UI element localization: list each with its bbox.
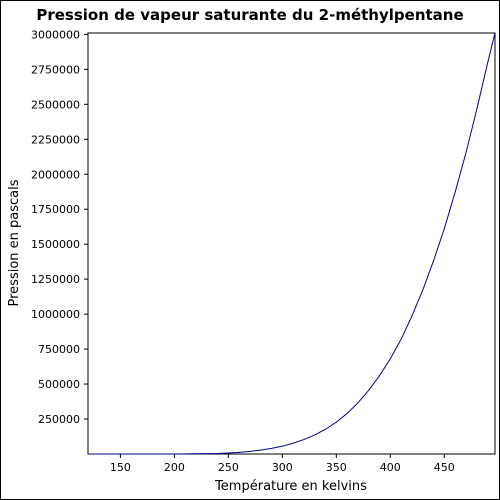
y-axis: 250000 500000 750000 1000000 1250000 1500000 1… bbox=[31, 28, 88, 426]
y-tick-label: 2500000 bbox=[31, 98, 80, 111]
x-tick-label: 250 bbox=[218, 461, 239, 474]
x-tick-label: 200 bbox=[164, 461, 185, 474]
x-tick-label: 300 bbox=[272, 461, 293, 474]
x-tick-label: 400 bbox=[380, 461, 401, 474]
y-tick-label: 1250000 bbox=[31, 273, 80, 286]
y-tick-label: 2000000 bbox=[31, 168, 80, 181]
y-tick-label: 500000 bbox=[38, 378, 80, 391]
plot-area bbox=[87, 32, 496, 455]
series-line bbox=[88, 32, 496, 455]
y-axis-label: Pression en pascals bbox=[7, 179, 22, 306]
y-tick-label: 3000000 bbox=[31, 28, 80, 41]
y-tick-label: 250000 bbox=[38, 413, 80, 426]
chart-title: Pression de vapeur saturante du 2-méthyl… bbox=[36, 6, 463, 24]
y-tick-label: 2750000 bbox=[31, 63, 80, 76]
y-tick-label: 1000000 bbox=[31, 308, 80, 321]
y-tick-label: 2250000 bbox=[31, 133, 80, 146]
x-axis-label: Température en kelvins bbox=[214, 479, 367, 494]
y-tick-label: 1750000 bbox=[31, 203, 80, 216]
x-tick-label: 450 bbox=[434, 461, 455, 474]
x-tick-label: 350 bbox=[326, 461, 347, 474]
y-tick-label: 1500000 bbox=[31, 238, 80, 251]
x-tick-label: 150 bbox=[110, 461, 131, 474]
y-tick-label: 750000 bbox=[38, 343, 80, 356]
x-axis: 150 200 250 300 350 400 450 bbox=[110, 454, 455, 474]
